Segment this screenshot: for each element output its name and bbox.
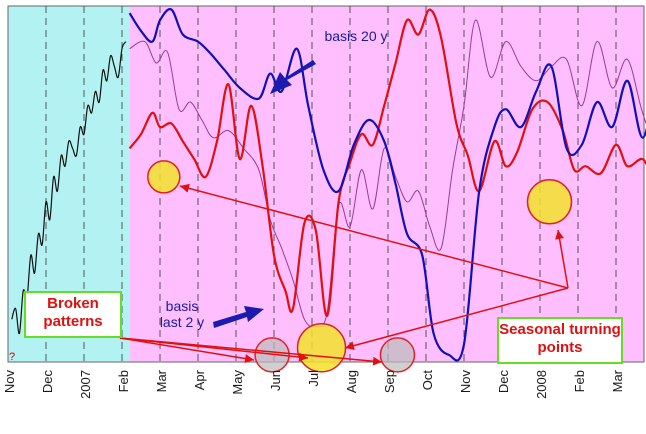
series-line-1	[128, 8, 646, 362]
basis-2y-line1: basis	[165, 298, 199, 314]
annotation-arrows	[119, 60, 569, 366]
turning-point-circle	[147, 160, 181, 194]
x-tick-label: Aug	[344, 370, 359, 393]
x-tick-label: May	[230, 370, 245, 395]
blue-arrow-basis-20y	[270, 60, 316, 94]
broken-line1: Broken	[47, 295, 99, 312]
x-tick-label: Nov	[458, 370, 473, 394]
red-arrow	[179, 183, 569, 289]
x-tick-label: Dec	[496, 370, 511, 394]
seasonal-turning-points-label: Seasonal turning points	[497, 317, 623, 364]
turning-point-circle	[296, 323, 347, 373]
seasonal-line2: points	[537, 339, 583, 356]
x-tick-label: Feb	[572, 370, 587, 392]
blue-arrow-basis-2y	[213, 306, 264, 328]
x-tick-label: Sep	[382, 370, 397, 393]
series-line-4	[11, 41, 127, 335]
turning-point-markers	[147, 160, 573, 373]
series-lines	[11, 8, 646, 362]
footnote-mark: ?	[9, 351, 16, 363]
red-arrow	[344, 287, 569, 351]
x-tick-label: Apr	[192, 369, 207, 390]
red-arrow	[555, 229, 569, 289]
x-tick-label: Oct	[420, 370, 435, 391]
series-line-3	[129, 19, 646, 328]
x-tick-label: 2008	[534, 370, 549, 399]
x-tick-label: 2007	[78, 370, 93, 399]
x-tick-label: Dec	[40, 370, 55, 394]
broken-line2: patterns	[43, 313, 103, 330]
seasonal-line1: Seasonal turning	[499, 321, 621, 338]
basis-2y-line2: last 2 y	[159, 314, 205, 330]
x-axis: Nov Dec 2007 Feb Mar Apr May Jun Jul Aug Sep Oct Nov…	[2, 369, 625, 399]
basis-2y-label: basis last 2 y	[150, 298, 214, 330]
x-tick-label: Jul	[306, 370, 321, 387]
turning-point-circle	[379, 337, 416, 373]
broken-patterns-label: Broken patterns	[24, 291, 122, 338]
x-tick-label: Mar	[610, 369, 625, 392]
x-tick-label: Nov	[2, 370, 17, 394]
turning-point-circle	[526, 179, 573, 225]
red-arrow	[119, 337, 255, 363]
red-arrow	[119, 337, 309, 362]
x-tick-label: Mar	[154, 369, 169, 392]
basis-20y-label: basis 20 y	[324, 28, 388, 44]
x-tick-label: Jun	[268, 370, 283, 391]
x-tick-label: Feb	[116, 370, 131, 392]
